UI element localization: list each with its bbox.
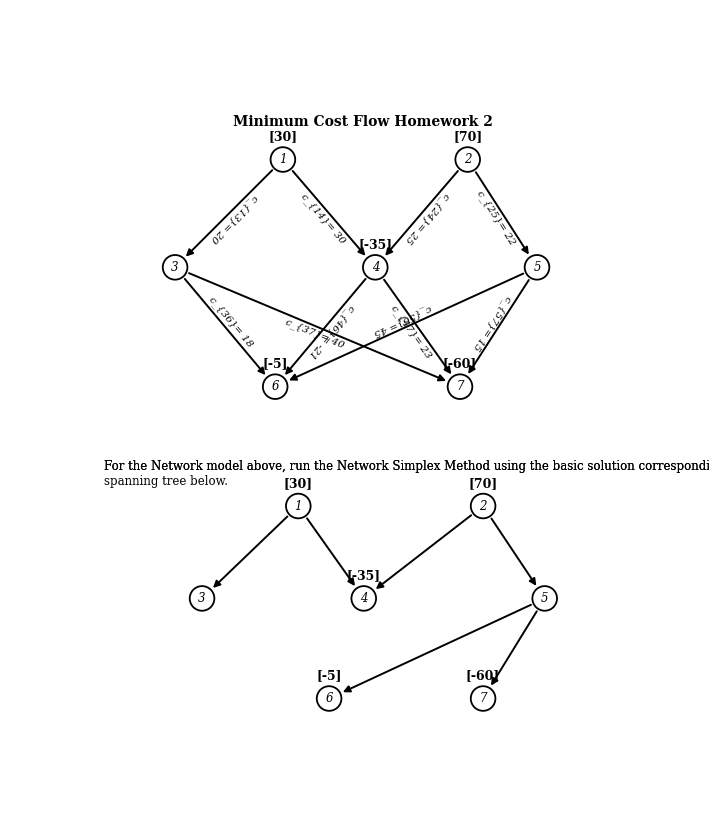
Text: 2: 2	[479, 499, 487, 512]
Text: 7: 7	[479, 692, 487, 705]
Text: For the Network model above, run the Network Simplex Method using the basic solu: For the Network model above, run the Net…	[104, 460, 709, 472]
Text: c_{25}= 22: c_{25}= 22	[475, 188, 517, 246]
Text: 4: 4	[372, 261, 379, 274]
Text: [-5]: [-5]	[316, 669, 342, 682]
Circle shape	[363, 255, 388, 280]
Text: 1: 1	[279, 153, 286, 166]
Text: c_{46}= -21: c_{46}= -21	[306, 304, 356, 361]
Text: [-5]: [-5]	[262, 357, 288, 370]
Text: [-35]: [-35]	[347, 570, 381, 583]
Circle shape	[532, 586, 557, 610]
Text: 5: 5	[533, 261, 541, 274]
Text: 1: 1	[294, 499, 302, 512]
Text: c_{24}= 25: c_{24}= 25	[403, 192, 452, 246]
Text: 4: 4	[360, 592, 367, 605]
Circle shape	[471, 494, 496, 518]
Text: [30]: [30]	[268, 131, 298, 144]
Text: 3: 3	[172, 261, 179, 274]
Text: c_{14}= 30: c_{14}= 30	[299, 192, 347, 246]
Text: c_{37}= 40: c_{37}= 40	[284, 317, 345, 351]
Text: 3: 3	[199, 592, 206, 605]
Text: c_{56}= 45: c_{56}= 45	[372, 303, 433, 337]
Circle shape	[471, 686, 496, 711]
Text: c_{57}= 15: c_{57}= 15	[471, 294, 513, 352]
Circle shape	[525, 255, 549, 280]
Text: [30]: [30]	[284, 477, 313, 490]
Text: 5: 5	[541, 592, 549, 605]
Circle shape	[286, 494, 311, 518]
Text: c_{36}= 18: c_{36}= 18	[207, 295, 255, 349]
Circle shape	[263, 375, 288, 399]
Circle shape	[317, 686, 342, 711]
Text: 6: 6	[325, 692, 333, 705]
Text: [-60]: [-60]	[443, 357, 477, 370]
Circle shape	[352, 586, 376, 610]
Text: For the Network model above, run the Network Simplex Method using the basic solu: For the Network model above, run the Net…	[104, 460, 709, 488]
Text: 2: 2	[464, 153, 471, 166]
Circle shape	[163, 255, 187, 280]
Text: c_{13}= 20: c_{13}= 20	[209, 193, 260, 245]
Text: Minimum Cost Flow Homework 2: Minimum Cost Flow Homework 2	[233, 115, 493, 129]
Text: c_{47}= 23: c_{47}= 23	[389, 303, 433, 360]
Text: 7: 7	[457, 380, 464, 393]
Text: [-35]: [-35]	[358, 238, 392, 251]
Text: [70]: [70]	[453, 131, 482, 144]
Text: [70]: [70]	[469, 477, 498, 490]
Circle shape	[190, 586, 214, 610]
Circle shape	[271, 147, 295, 172]
Text: [-60]: [-60]	[466, 669, 501, 682]
Text: 6: 6	[272, 380, 279, 393]
Circle shape	[447, 375, 472, 399]
Circle shape	[455, 147, 480, 172]
